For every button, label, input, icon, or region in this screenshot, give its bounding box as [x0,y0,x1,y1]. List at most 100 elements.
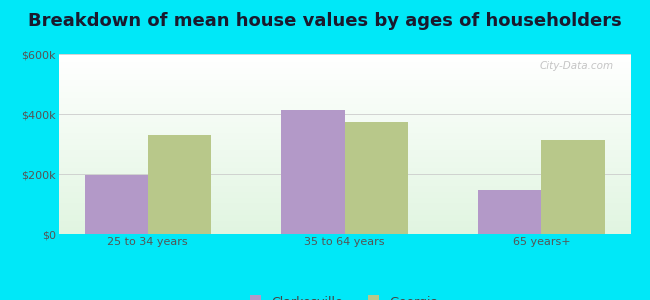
Bar [58,153,630,154]
Bar [58,136,630,137]
Bar [58,107,630,108]
Bar [58,187,630,188]
Bar [58,209,630,210]
Bar [58,201,630,202]
Bar [58,56,630,57]
Bar [58,223,630,224]
Bar [58,143,630,144]
Bar [58,127,630,128]
Bar [58,226,630,227]
Bar [58,62,630,63]
Bar [58,131,630,132]
Bar [58,58,630,59]
Bar [58,76,630,77]
Bar [58,116,630,117]
Bar [58,184,630,185]
Bar [58,168,630,169]
Bar [58,138,630,139]
Bar [58,74,630,75]
Bar [58,190,630,191]
Bar [58,155,630,156]
Bar [58,150,630,151]
Bar [58,91,630,92]
Bar [58,83,630,84]
Bar [58,220,630,221]
Bar [58,227,630,228]
Bar [58,180,630,181]
Bar [58,175,630,176]
Bar [58,84,630,85]
Bar [58,164,630,165]
Bar [58,218,630,219]
Bar [58,90,630,91]
Bar [58,54,630,55]
Bar [58,134,630,135]
Text: City-Data.com: City-Data.com [540,61,614,71]
Bar [58,233,630,234]
Bar [58,205,630,206]
Bar [58,152,630,153]
Bar [58,103,630,104]
Bar [58,231,630,232]
Bar [58,182,630,183]
Bar [58,77,630,78]
Bar [58,144,630,145]
Bar [58,214,630,215]
Bar [58,61,630,62]
Bar [58,206,630,207]
Bar [58,111,630,112]
Bar [58,60,630,61]
Bar [58,228,630,229]
Bar [58,185,630,186]
Bar [58,166,630,167]
Bar [58,225,630,226]
Bar [58,224,630,225]
Bar [58,72,630,73]
Bar [58,99,630,100]
Bar [58,147,630,148]
Bar [58,157,630,158]
Bar [58,195,630,196]
Bar [58,86,630,87]
Bar [58,59,630,60]
Bar [58,202,630,203]
Bar [58,115,630,116]
Bar [58,156,630,157]
Bar [58,139,630,140]
Bar [58,67,630,68]
Bar [58,181,630,182]
Bar [58,188,630,189]
Bar [58,191,630,192]
Bar [58,125,630,126]
Bar [58,135,630,136]
Bar [58,208,630,209]
Bar [58,229,630,230]
Bar [58,211,630,212]
Bar [58,75,630,76]
Bar [58,173,630,174]
Bar [58,222,630,223]
Bar [58,63,630,64]
Bar [58,160,630,161]
Bar [58,108,630,109]
Bar [58,105,630,106]
Bar [58,101,630,102]
Bar [58,81,630,82]
Bar [541,140,604,234]
Bar [58,176,630,177]
Bar [58,203,630,204]
Bar [58,102,630,103]
Bar [58,169,630,170]
Bar [58,124,630,125]
Bar [58,79,630,80]
Bar [58,161,630,162]
Bar [58,130,630,131]
Bar [148,135,211,234]
Bar [58,104,630,105]
Bar [58,122,630,123]
Bar [58,192,630,193]
Bar [58,128,630,129]
Bar [58,196,630,197]
Bar [58,158,630,159]
Bar [281,110,344,234]
